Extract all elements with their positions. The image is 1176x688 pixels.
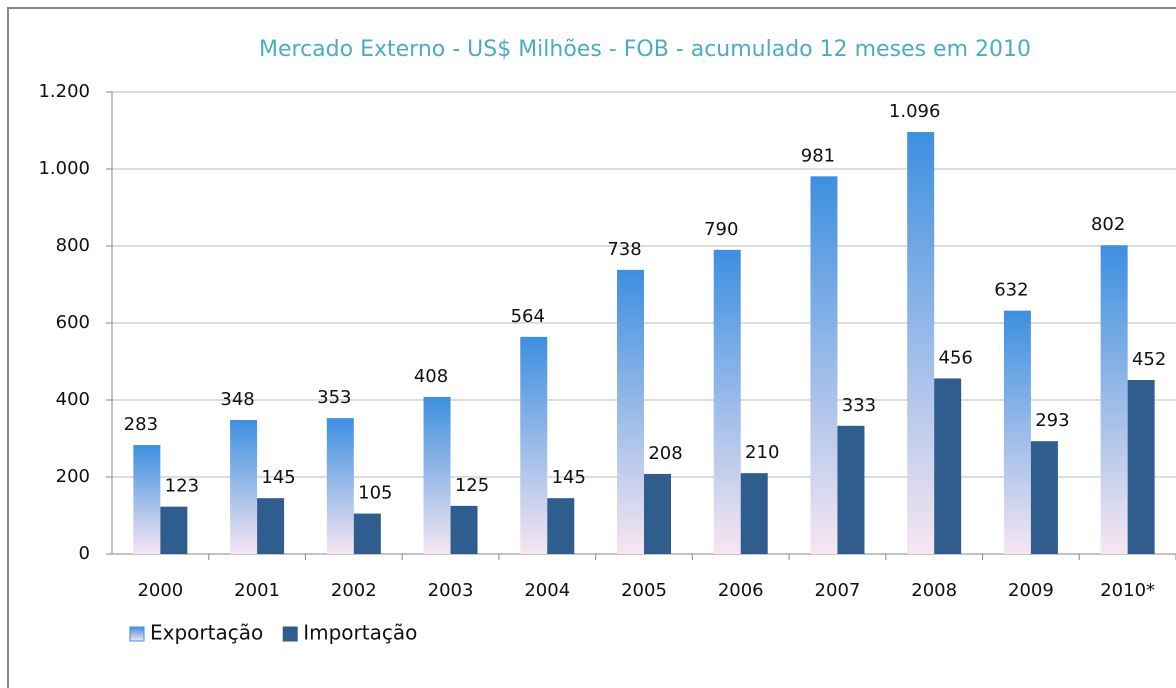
data-label: 105 [358, 483, 392, 504]
y-tick-label: 1.200 [38, 81, 90, 102]
y-tick-label: 400 [56, 389, 90, 410]
x-tick-label: 2008 [911, 580, 957, 601]
x-tick-label: 2002 [331, 580, 377, 601]
x-tick-label: 2010* [1100, 580, 1155, 601]
bar [1030, 441, 1058, 554]
data-label: 452 [1132, 349, 1166, 370]
data-label: 125 [455, 475, 489, 496]
x-tick-label: 2007 [815, 580, 861, 601]
data-label: 564 [511, 306, 545, 327]
data-label: 123 [165, 476, 199, 497]
legend-swatch [282, 626, 298, 642]
x-tick-label: 2004 [524, 580, 570, 601]
y-tick-label: 800 [56, 235, 90, 256]
chart-title: Mercado Externo - US$ Milhões - FOB - ac… [259, 37, 1031, 62]
y-tick-label: 0 [79, 543, 90, 564]
x-tick-label: 2003 [428, 580, 474, 601]
legend-label: Importação [303, 621, 417, 645]
bar [740, 473, 768, 554]
bar [810, 176, 838, 554]
bar [326, 418, 354, 554]
data-label: 283 [124, 414, 158, 435]
x-tick-label: 2000 [137, 580, 183, 601]
data-label: 738 [607, 239, 641, 260]
bar [257, 498, 285, 554]
data-label: 333 [842, 395, 876, 416]
bar [230, 420, 258, 554]
data-label: 145 [261, 467, 295, 488]
y-tick-label: 600 [56, 312, 90, 333]
bar [713, 249, 741, 554]
bar [547, 498, 575, 554]
data-label: 802 [1091, 214, 1125, 235]
data-label: 208 [648, 443, 682, 464]
data-label: 456 [939, 347, 973, 368]
bar [133, 445, 161, 554]
data-label: 632 [994, 280, 1028, 301]
bar [907, 132, 935, 555]
data-label: 210 [745, 442, 779, 463]
y-tick-label: 1.000 [38, 158, 90, 179]
x-tick-label: 2005 [621, 580, 667, 601]
data-label: 790 [704, 219, 738, 240]
legend-swatch [129, 626, 145, 642]
bar [644, 473, 671, 554]
data-label: 981 [801, 145, 835, 166]
x-tick-label: 2006 [718, 580, 764, 601]
bar [1100, 245, 1128, 555]
x-tick-label: 2001 [234, 580, 280, 601]
bar [934, 378, 962, 554]
bar [617, 269, 644, 554]
legend-label: Exportação [150, 621, 263, 645]
bar [353, 513, 381, 554]
frame [7, 7, 1176, 688]
x-tick-label: 2009 [1008, 580, 1054, 601]
y-tick-label: 200 [56, 466, 90, 487]
bar [450, 505, 478, 554]
data-label: 408 [414, 366, 448, 387]
bar [520, 336, 548, 554]
bar [837, 425, 865, 554]
data-label: 348 [220, 389, 254, 410]
bar [423, 396, 451, 554]
bar [1003, 310, 1031, 554]
bar [160, 506, 188, 554]
data-label: 353 [317, 387, 351, 408]
data-label: 293 [1035, 410, 1069, 431]
bar [1127, 379, 1155, 554]
data-label: 1.096 [889, 101, 941, 122]
data-label: 145 [552, 467, 586, 488]
